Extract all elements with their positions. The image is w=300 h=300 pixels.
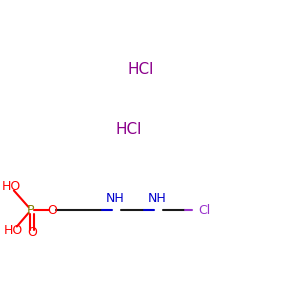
Text: O: O (48, 203, 58, 217)
Text: Cl: Cl (198, 203, 211, 217)
Text: HO: HO (4, 224, 23, 237)
Text: O: O (27, 226, 37, 239)
Text: NH: NH (106, 191, 124, 205)
Text: HCl: HCl (115, 122, 142, 136)
Text: HO: HO (2, 180, 21, 193)
Text: P: P (26, 203, 34, 217)
Text: NH: NH (147, 191, 166, 205)
Text: HCl: HCl (127, 61, 154, 76)
